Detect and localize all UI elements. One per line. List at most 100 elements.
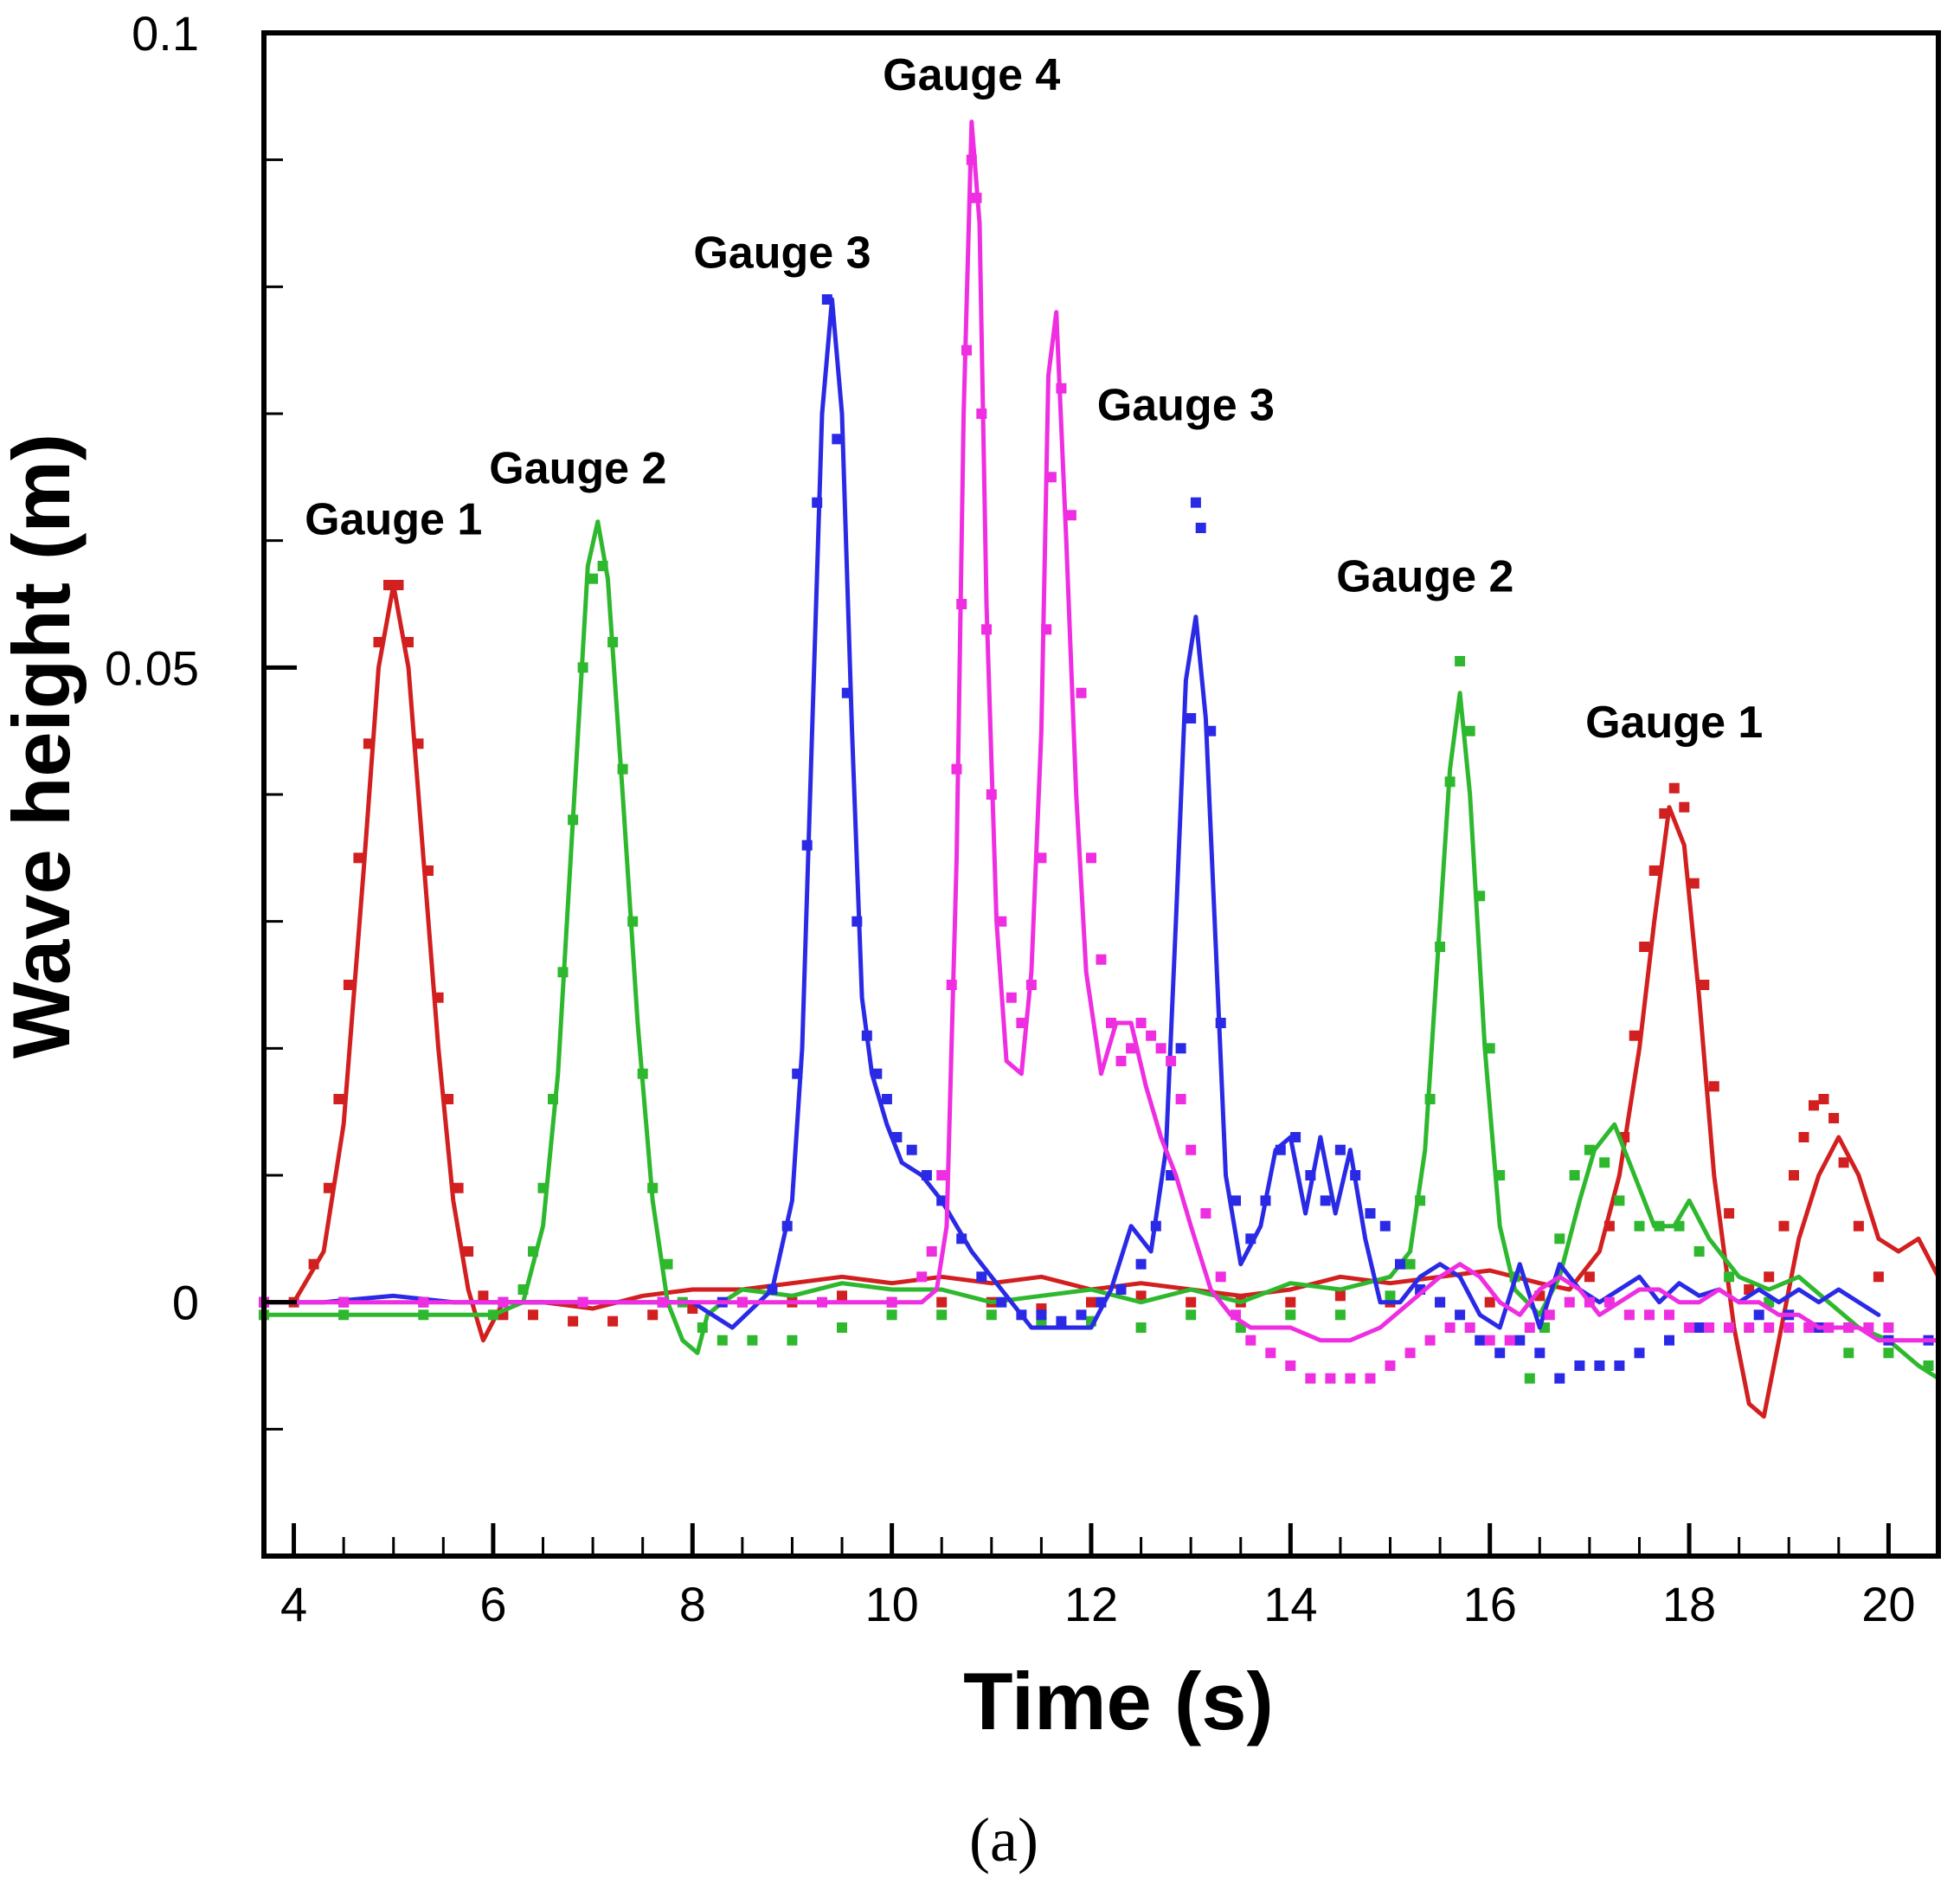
x-tick-label: 18 (1662, 1577, 1716, 1631)
data-point (946, 980, 957, 990)
data-point (1285, 1309, 1296, 1321)
data-point (1016, 1309, 1027, 1321)
data-point (1668, 782, 1680, 794)
data-point (976, 1271, 987, 1283)
data-point (1285, 1296, 1296, 1308)
panel-label: (a) (969, 1805, 1038, 1875)
data-point (1783, 1322, 1795, 1333)
data-point (1883, 1347, 1894, 1359)
data-point (1484, 1335, 1495, 1346)
data-point (976, 408, 987, 419)
data-point (453, 1182, 464, 1193)
data-point (886, 1296, 897, 1308)
data-point (1186, 713, 1197, 724)
data-point (996, 1296, 1007, 1308)
data-point (1086, 1296, 1096, 1308)
data-point (393, 580, 404, 590)
data-point (832, 434, 843, 445)
data-point (951, 763, 962, 775)
data-point (1599, 1157, 1610, 1168)
data-point (1809, 1100, 1819, 1111)
gauge-annotation: Gauge 1 (305, 494, 482, 544)
data-point (1135, 1290, 1147, 1302)
data-point (1614, 1195, 1625, 1206)
data-point (1823, 1322, 1835, 1333)
data-point (851, 916, 863, 927)
data-point (1629, 1030, 1640, 1041)
data-point (498, 1296, 509, 1308)
data-point (1166, 1056, 1177, 1066)
data-point (568, 814, 579, 826)
gauge-annotation: Gauge 3 (1097, 380, 1275, 430)
data-point (1334, 1144, 1346, 1155)
x-tick-label: 12 (1064, 1577, 1118, 1631)
data-point (1484, 1296, 1495, 1308)
data-point (1265, 1347, 1276, 1359)
data-point (338, 1309, 350, 1321)
data-point (1688, 878, 1700, 889)
x-tick-label: 4 (280, 1577, 307, 1631)
data-point (413, 738, 424, 749)
series-6-line (261, 119, 1941, 1343)
data-point (1444, 776, 1456, 788)
data-point (1798, 1132, 1809, 1142)
data-point (871, 1068, 883, 1079)
data-point (1404, 1258, 1416, 1270)
data-point (1245, 1335, 1256, 1346)
data-point (1873, 1271, 1884, 1283)
data-point (1828, 1113, 1840, 1123)
data-point (1464, 725, 1475, 736)
data-point (1484, 1043, 1495, 1054)
data-point (1135, 1322, 1147, 1333)
data-point (781, 1220, 793, 1232)
data-point (961, 344, 972, 356)
data-point (418, 1309, 429, 1321)
data-point (1320, 1195, 1331, 1206)
data-point (333, 1094, 344, 1104)
data-point (1464, 1322, 1475, 1333)
data-point (1106, 1018, 1116, 1028)
data-point (1365, 1208, 1376, 1219)
data-point (1789, 1170, 1799, 1180)
data-point (1231, 1309, 1241, 1321)
data-point (1186, 1309, 1197, 1321)
data-point (926, 1246, 937, 1257)
gauge-annotation: Gauge 4 (883, 50, 1060, 100)
data-point (1135, 1018, 1147, 1028)
data-point (1648, 865, 1660, 876)
data-point (1096, 954, 1107, 965)
data-point (1065, 510, 1076, 521)
data-point (1056, 1315, 1067, 1327)
data-point (886, 1309, 897, 1321)
data-point (1175, 1043, 1186, 1054)
data-point (921, 1170, 932, 1180)
gauge-annotation: Gauge 2 (489, 444, 666, 494)
series-5-markers (259, 294, 1934, 1384)
data-point (1135, 1258, 1147, 1270)
series-layer (259, 119, 1941, 1419)
data-point (1684, 1322, 1695, 1333)
data-point (1699, 980, 1710, 990)
data-point (1853, 1220, 1864, 1232)
data-point (1708, 1081, 1719, 1092)
data-point (1724, 1271, 1735, 1283)
data-point (1076, 1309, 1087, 1321)
data-point (568, 1315, 579, 1327)
data-point (986, 789, 997, 800)
data-point (1923, 1360, 1934, 1371)
data-point (1350, 1170, 1361, 1180)
x-tick-label: 20 (1861, 1577, 1915, 1631)
data-point (557, 967, 569, 978)
x-tick-label: 6 (479, 1577, 506, 1631)
data-point (916, 1271, 928, 1283)
data-point (1275, 1144, 1286, 1155)
data-point (1664, 1309, 1674, 1321)
data-point (1186, 1144, 1197, 1155)
data-point (1679, 801, 1690, 813)
data-point (588, 573, 599, 584)
data-point (607, 637, 619, 647)
data-point (548, 1094, 558, 1104)
data-point (986, 1309, 997, 1321)
data-point (353, 852, 364, 864)
